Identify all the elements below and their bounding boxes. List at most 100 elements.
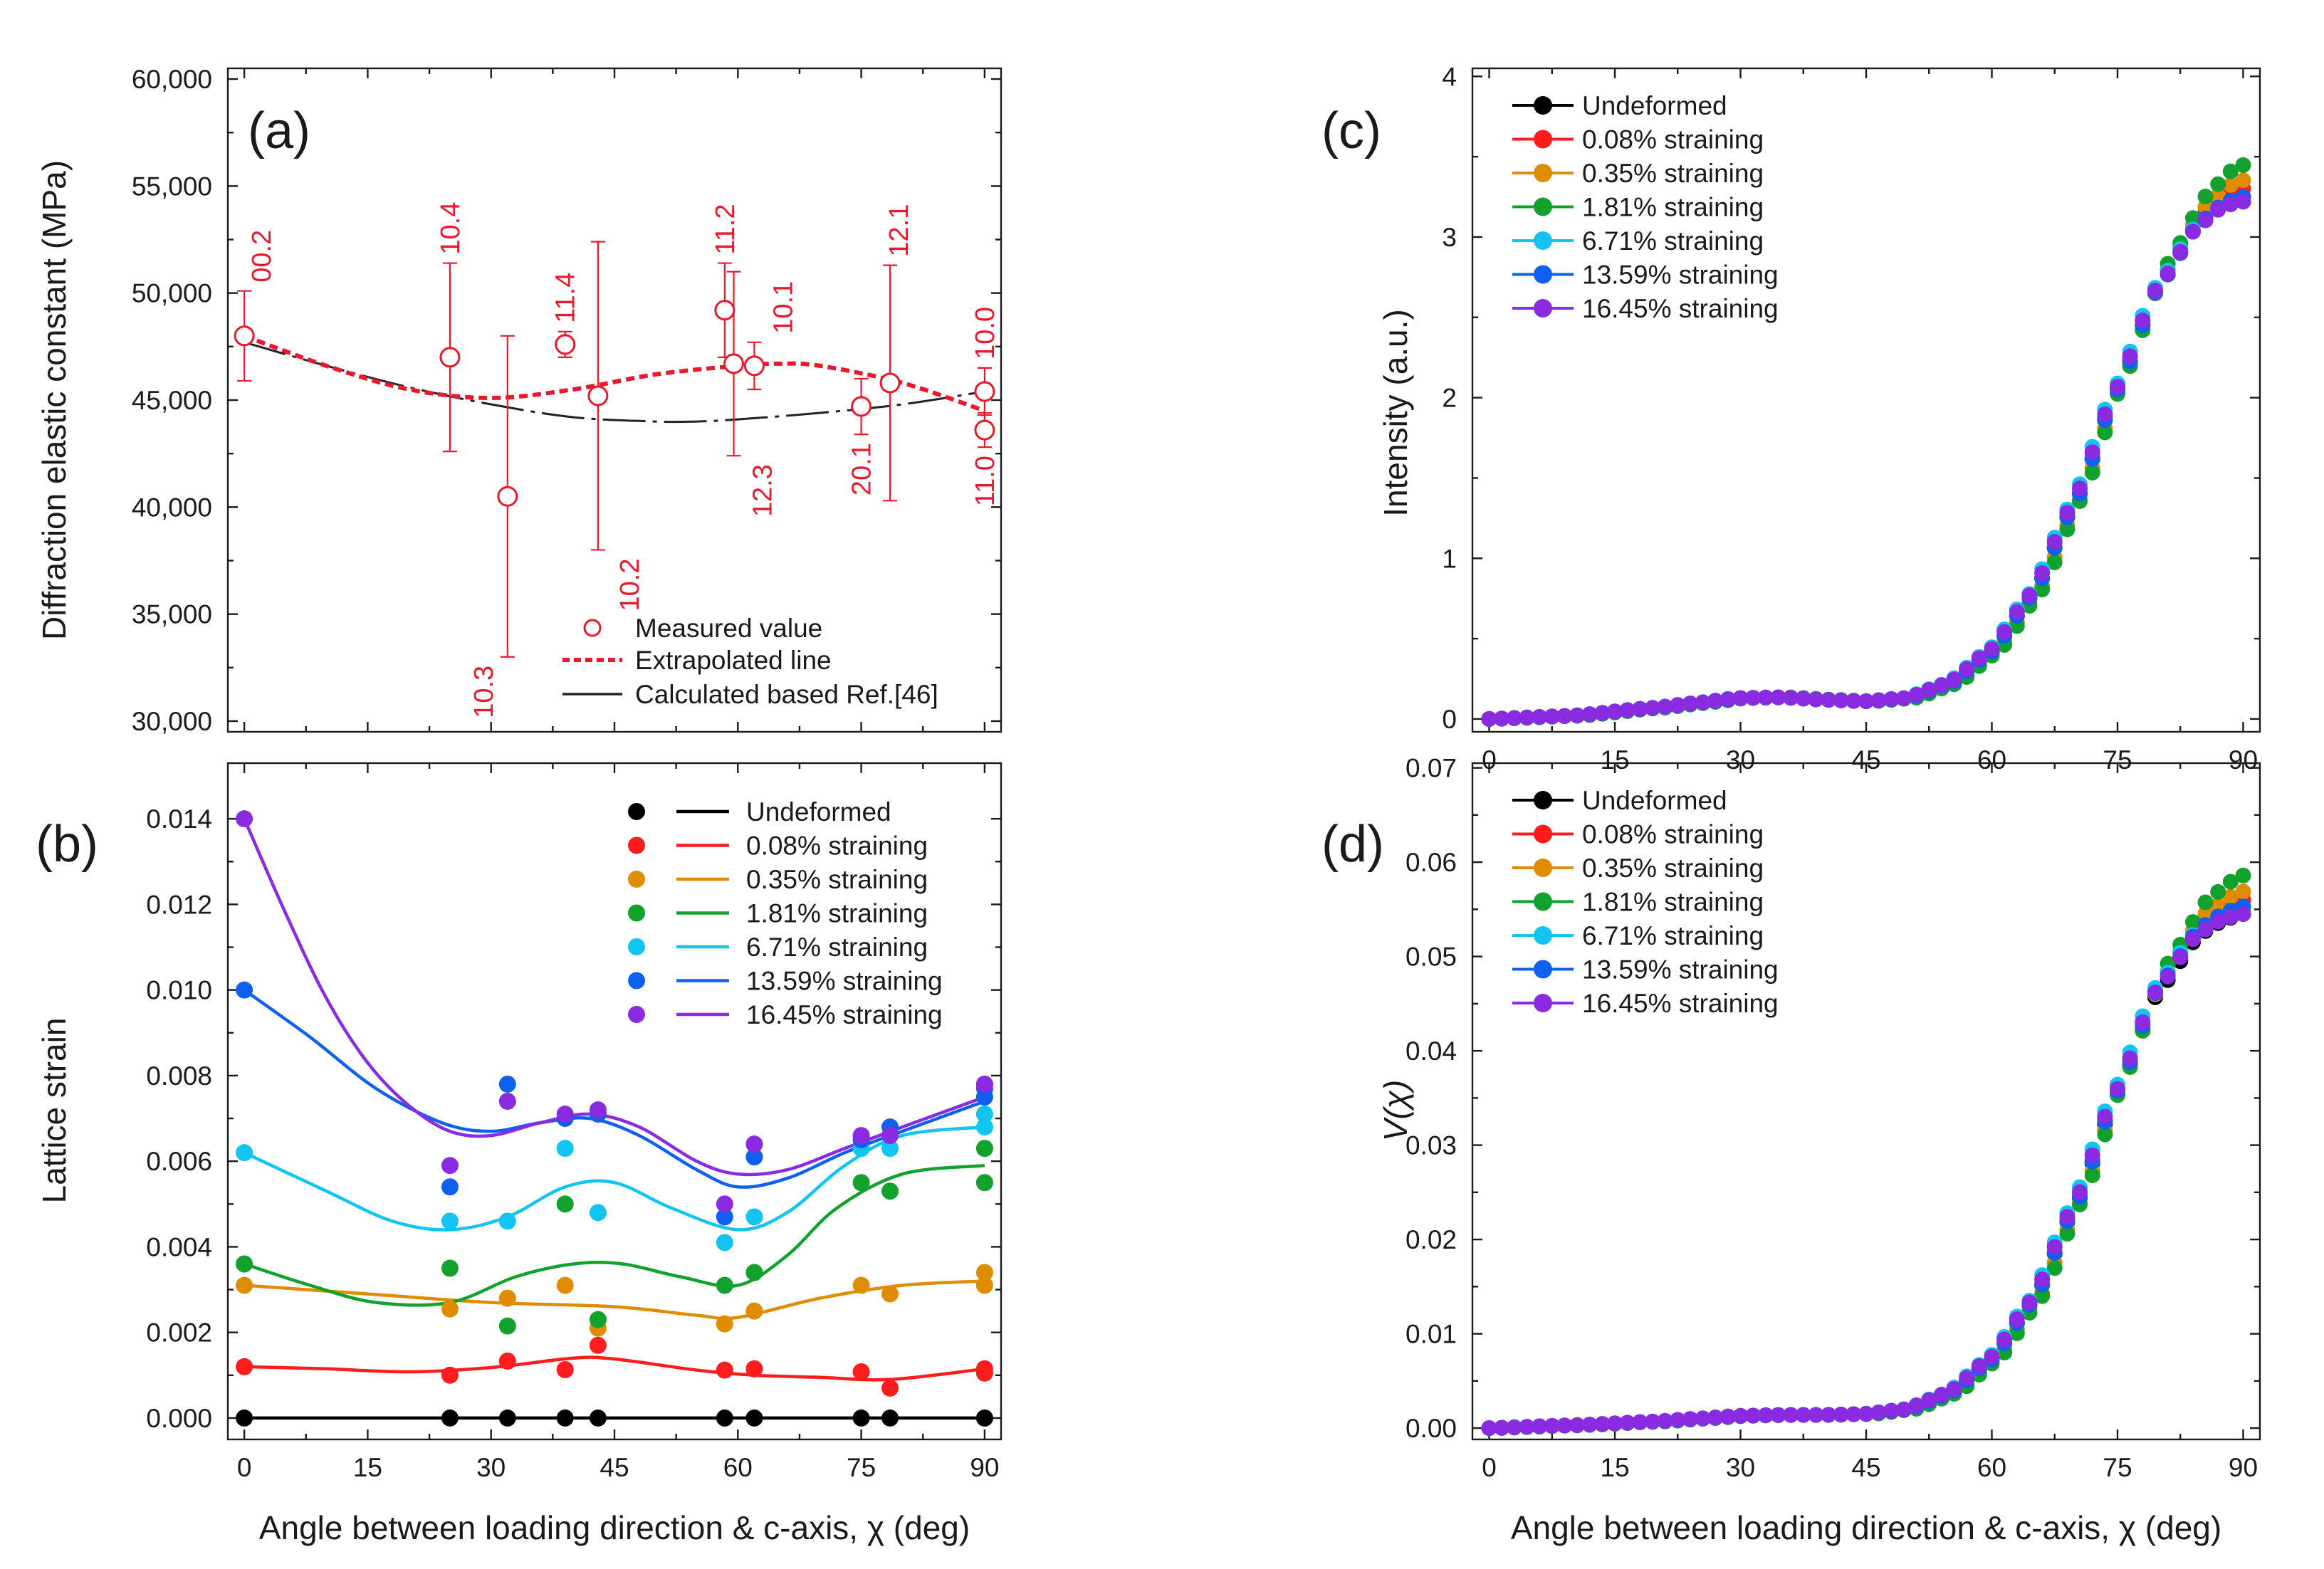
legend-marker <box>1534 994 1552 1012</box>
strain-point <box>716 1315 733 1333</box>
distribution-point <box>1745 690 1762 706</box>
y-tick-label: 35,000 <box>132 600 212 629</box>
distribution-point <box>2222 909 2239 925</box>
strain-point <box>745 1264 763 1281</box>
strain-point <box>975 1106 993 1123</box>
y-tick-label: 0.00 <box>1406 1414 1457 1443</box>
hkl-label: 11.4 <box>551 273 581 323</box>
distribution-point <box>1770 1407 1786 1423</box>
y-tick-label: 0.014 <box>146 804 212 834</box>
distribution-point <box>1783 690 1799 706</box>
distribution-point <box>1996 1331 2013 1348</box>
y-tick-label: 0.006 <box>146 1147 212 1176</box>
legend-label: 13.59% straining <box>1582 955 1779 985</box>
strain-point <box>745 1409 763 1427</box>
strain-point <box>745 1208 763 1226</box>
distribution-point <box>1846 1406 1862 1422</box>
distribution-point <box>1821 1407 1837 1423</box>
strain-point <box>498 1317 516 1335</box>
distribution-point <box>2172 243 2189 260</box>
distribution-point <box>2034 1271 2051 1288</box>
distribution-point <box>2172 949 2189 965</box>
distribution-point <box>2184 224 2201 240</box>
distribution-point <box>1581 1417 1598 1433</box>
y-tick-label: 0.06 <box>1406 848 1457 877</box>
y-tick-label: 55,000 <box>132 172 212 201</box>
legend-label: 1.81% straining <box>1582 193 1764 222</box>
strain-point <box>881 1409 899 1427</box>
distribution-point <box>1883 1402 1900 1419</box>
panel-b-fit-curves <box>243 818 985 1420</box>
distribution-point <box>1933 677 1949 693</box>
panel-a-y-axis-label: Diffraction elastic constant (MPa) <box>36 160 73 640</box>
strain-point <box>498 1212 516 1230</box>
distribution-point <box>2084 464 2100 481</box>
distribution-point <box>2160 266 2176 282</box>
distribution-point <box>1858 1405 1874 1422</box>
panel-d-ticks: 0 15 30 45 60 75 90 0.00 0.01 0.02 0.03 0.04 0.05 0.0… <box>1406 754 2260 1482</box>
strain-point <box>716 1361 733 1379</box>
strain-point <box>975 1118 993 1136</box>
distribution-point <box>2021 587 2038 604</box>
distribution-point <box>2235 157 2251 173</box>
distribution-point <box>1908 687 1925 703</box>
y-tick-label: 0.01 <box>1406 1320 1457 1349</box>
strain-point <box>975 1276 993 1294</box>
y-tick-label: 0.03 <box>1406 1131 1457 1160</box>
distribution-point <box>1657 698 1673 715</box>
strain-point <box>745 1360 763 1378</box>
distribution-point <box>2210 201 2226 218</box>
distribution-point <box>1619 1415 1635 1431</box>
distribution-point <box>1556 1417 1573 1434</box>
measured-point <box>555 334 576 355</box>
distribution-point <box>1481 1420 1497 1436</box>
strain-point <box>975 1364 993 1382</box>
legend-marker <box>1534 299 1552 318</box>
legend-label: 1.81% straining <box>1582 888 1764 917</box>
distribution-point <box>1757 689 1774 705</box>
strain-point <box>745 1148 763 1166</box>
distribution-point <box>1532 709 1548 725</box>
measured-point <box>439 347 461 368</box>
distribution-point <box>1946 671 1962 688</box>
distribution-point <box>1808 1407 1824 1423</box>
x-tick-label: 30 <box>476 1453 506 1482</box>
x-tick-label: 15 <box>353 1453 382 1482</box>
panel-d-y-axis-label: V(χ) <box>1377 1080 1414 1141</box>
distribution-point <box>2235 906 2251 922</box>
distribution-point <box>2110 379 2125 395</box>
legend-marker <box>1534 892 1552 911</box>
legend-marker <box>628 803 645 820</box>
distribution-point <box>1494 1420 1510 1436</box>
strain-point <box>881 1127 899 1145</box>
distribution-point <box>2184 914 2201 930</box>
distribution-point <box>2084 444 2100 461</box>
distribution-point <box>2222 888 2239 905</box>
distribution-point <box>2021 1294 2038 1311</box>
x-tick-label: 15 <box>1600 1453 1629 1482</box>
strain-point <box>556 1195 574 1213</box>
distribution-point <box>1569 707 1586 723</box>
distribution-point <box>1821 692 1837 708</box>
strain-point <box>716 1208 733 1226</box>
x-tick-label: 45 <box>1851 1453 1880 1482</box>
distribution-point <box>2222 177 2239 193</box>
measured-point <box>723 353 745 374</box>
panel-a-legend: Measured value Extrapolated line Calcula… <box>562 614 938 709</box>
distribution-point <box>1645 700 1660 716</box>
hkl-label: 10.0 <box>970 307 1000 360</box>
y-tick-label: 0.008 <box>146 1061 212 1091</box>
hkl-label: 10.3 <box>469 666 499 718</box>
distribution-point <box>1921 1392 1937 1408</box>
distribution-point <box>1707 693 1724 709</box>
panel-d-x-axis-label: Angle between loading direction & c-axis… <box>1511 1509 2221 1546</box>
distribution-point <box>2059 1226 2076 1242</box>
strain-point <box>236 810 253 828</box>
strain-point <box>236 1358 253 1375</box>
distribution-point <box>1946 1381 1962 1397</box>
strain-point <box>556 1276 574 1294</box>
distribution-point <box>2210 883 2226 900</box>
distribution-point <box>2034 1288 2051 1304</box>
y-tick-label: 3 <box>1442 223 1457 252</box>
